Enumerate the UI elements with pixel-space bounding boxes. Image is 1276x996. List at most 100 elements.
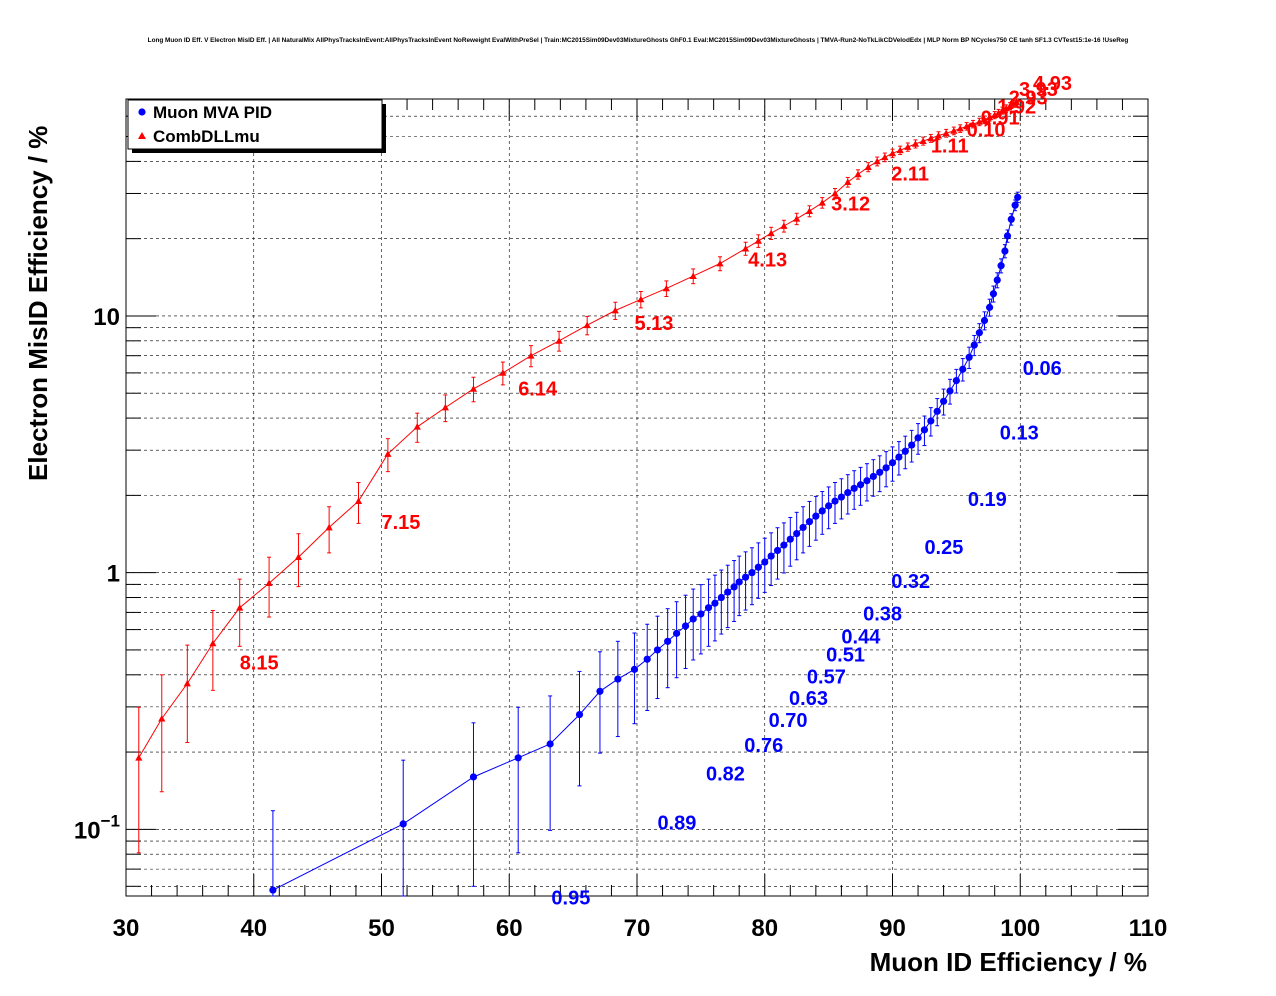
data-point bbox=[856, 481, 865, 489]
data-point bbox=[998, 106, 1006, 114]
data-point bbox=[888, 149, 897, 157]
point-annotation: 0.25 bbox=[924, 537, 963, 559]
legend-marker bbox=[138, 132, 146, 139]
data-point bbox=[854, 170, 862, 178]
point-annotation: 0.06 bbox=[1023, 358, 1062, 380]
data-point bbox=[546, 740, 554, 748]
point-annotation: 0.95 bbox=[551, 887, 590, 909]
series-2 bbox=[135, 98, 1021, 854]
data-point bbox=[135, 754, 143, 761]
legend-label: CombDLLmu bbox=[153, 127, 260, 146]
y-tick-label-exponent: −1 bbox=[101, 811, 120, 830]
data-point bbox=[942, 129, 950, 137]
data-point bbox=[294, 553, 303, 560]
point-annotation: 2.11 bbox=[891, 163, 929, 185]
data-point bbox=[1011, 201, 1019, 209]
data-point bbox=[611, 306, 619, 314]
point-annotation: 0.70 bbox=[769, 710, 808, 732]
data-point bbox=[527, 352, 535, 359]
data-point bbox=[934, 132, 943, 139]
data-point bbox=[499, 369, 507, 376]
data-point bbox=[793, 529, 801, 538]
y-tick-label: 1 bbox=[107, 561, 120, 588]
data-point bbox=[985, 113, 994, 121]
data-point bbox=[730, 583, 738, 591]
data-point bbox=[786, 535, 794, 543]
point-annotation: 2.93 bbox=[1009, 88, 1048, 110]
data-point bbox=[904, 143, 912, 150]
data-point bbox=[209, 639, 217, 647]
y-tick-label-base: 1 bbox=[107, 561, 120, 588]
point-annotation: 0.63 bbox=[789, 688, 828, 710]
point-annotation: 0.38 bbox=[863, 604, 902, 626]
data-point bbox=[673, 629, 681, 637]
data-point bbox=[754, 563, 762, 571]
point-annotation: 0.89 bbox=[657, 812, 696, 834]
data-point bbox=[664, 637, 672, 645]
data-point bbox=[927, 134, 935, 142]
data-point bbox=[956, 124, 964, 132]
data-point bbox=[914, 434, 922, 442]
data-point bbox=[413, 423, 421, 430]
x-tick-label: 50 bbox=[368, 915, 395, 942]
y-tick-label-base: 10 bbox=[74, 817, 101, 844]
data-point bbox=[735, 578, 743, 586]
data-point bbox=[689, 272, 697, 279]
data-point bbox=[724, 588, 732, 596]
point-annotation: 0.51 bbox=[826, 645, 865, 667]
point-annotation: 8.15 bbox=[240, 652, 279, 674]
legend-marker bbox=[138, 108, 146, 116]
data-point bbox=[991, 111, 999, 118]
data-point bbox=[630, 665, 639, 673]
data-point bbox=[236, 604, 244, 611]
data-point bbox=[1002, 104, 1010, 112]
data-point bbox=[1006, 102, 1014, 109]
data-point bbox=[761, 558, 769, 566]
point-annotation: 3.93 bbox=[1019, 79, 1058, 101]
point-annotation: 4.13 bbox=[748, 249, 787, 271]
data-point bbox=[975, 118, 983, 125]
data-point bbox=[837, 493, 846, 501]
y-tick-label-base: 10 bbox=[93, 304, 120, 331]
data-point bbox=[1001, 247, 1009, 255]
data-point bbox=[514, 754, 522, 762]
point-annotation: 0.13 bbox=[1000, 423, 1039, 445]
data-point bbox=[805, 518, 814, 526]
series-layer bbox=[135, 98, 1022, 897]
legend: Muon MVA PID CombDLLmu bbox=[127, 99, 386, 153]
series-line bbox=[272, 197, 1019, 891]
data-point bbox=[183, 679, 191, 687]
data-point bbox=[975, 329, 983, 337]
data-point bbox=[818, 199, 826, 206]
chart-title: Long Muon ID Eff. V Electron MisID Eff. … bbox=[148, 37, 1129, 44]
data-point bbox=[888, 459, 897, 467]
point-annotation: 0.76 bbox=[744, 735, 783, 757]
data-point bbox=[325, 523, 333, 531]
point-annotation: 0.82 bbox=[706, 763, 745, 785]
data-point bbox=[767, 552, 775, 560]
legend-items: Muon MVA PID CombDLLmu bbox=[138, 103, 272, 146]
data-point bbox=[583, 321, 591, 329]
data-point bbox=[952, 376, 960, 385]
data-point bbox=[920, 426, 929, 434]
x-tick-label: 60 bbox=[496, 915, 523, 942]
x-tick-label: 100 bbox=[1000, 915, 1040, 942]
data-point bbox=[911, 140, 920, 147]
x-tick-label: 40 bbox=[240, 915, 267, 942]
data-point bbox=[940, 397, 948, 405]
data-point bbox=[895, 453, 903, 461]
point-annotation: 0.10 bbox=[967, 120, 1006, 142]
data-point bbox=[896, 146, 904, 154]
point-annotation: 7.15 bbox=[382, 512, 421, 534]
y-tick-label: 10−1 bbox=[74, 811, 120, 844]
data-point bbox=[825, 502, 833, 510]
x-tick-label: 80 bbox=[751, 915, 778, 942]
data-point bbox=[741, 573, 750, 581]
series-1 bbox=[269, 191, 1022, 897]
data-point bbox=[970, 341, 978, 349]
data-point bbox=[927, 417, 935, 425]
data-point bbox=[384, 450, 392, 457]
data-point bbox=[876, 468, 884, 476]
point-annotation: 6.14 bbox=[518, 378, 558, 400]
